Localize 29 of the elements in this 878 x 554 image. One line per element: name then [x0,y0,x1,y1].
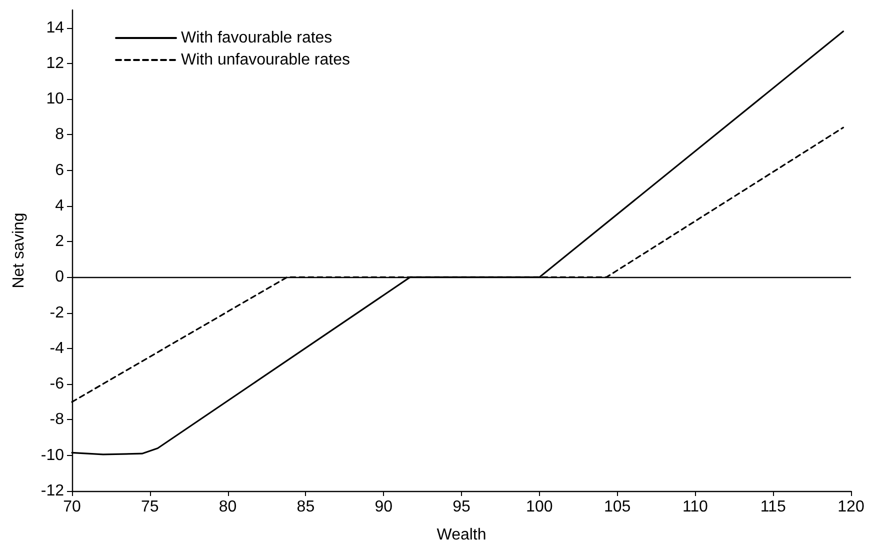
legend-label: With unfavourable rates [181,52,350,68]
y-tick-label: 2 [55,233,64,250]
y-tick-label: -10 [40,446,64,464]
x-tick-label: 75 [141,498,159,516]
x-tick-label: 120 [838,498,864,516]
y-tick-label: -4 [50,340,64,357]
x-tick-label: 95 [452,498,470,516]
y-tick-label: -12 [40,482,64,500]
y-tick-label: 12 [46,54,64,72]
x-tick-label: 100 [526,498,553,516]
x-tick-label: 70 [63,498,81,516]
x-tick-label: 85 [296,498,315,516]
y-tick-label: 6 [55,162,64,179]
y-tick-label: 0 [55,268,64,286]
y-tick-label: -6 [50,376,64,393]
x-tick-label: 80 [218,498,237,516]
y-tick-label: 10 [46,90,64,108]
x-tick-label: 90 [374,498,393,516]
y-tick-label: 4 [55,197,64,214]
x-tick-label: 110 [682,498,708,516]
y-tick-label: 14 [46,19,64,36]
x-tick-label: 115 [760,498,786,516]
x-tick-label: 105 [604,498,631,516]
y-tick-label: -2 [50,304,64,322]
legend-label: With favourable rates [181,30,332,46]
y-tick-label: -8 [50,411,64,428]
y-tick-label: 8 [55,126,64,144]
x-axis-title: Wealth [436,526,486,544]
y-axis-title: Net saving [10,212,28,288]
